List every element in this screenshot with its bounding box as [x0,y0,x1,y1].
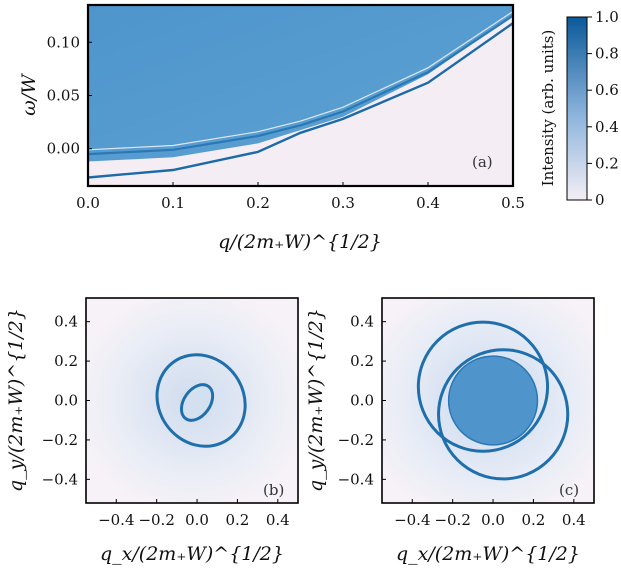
ring-2 [437,348,570,481]
x-tick-label: 0.5 [501,194,525,212]
y-tick-label: −0.2 [338,431,374,449]
colorbar: 1.0 0.8 0.6 0.4 0.2 0 Intensity (arb. units) [539,8,619,209]
colorbar-tick-label: 0.8 [595,45,619,63]
y-tick-label: 0.2 [54,352,78,370]
colorbar-tick-label: 0 [595,191,605,209]
filled-disk [447,355,539,446]
colorbar-tick-label: 0.4 [595,118,619,136]
x-tick-label: −0.2 [138,511,174,529]
x-tick-label: 0.0 [481,511,505,529]
panel-b-tag: (b) [263,481,284,499]
x-tick-label: 0.4 [266,511,290,529]
panel-c-xlabel: q_x/(2m₊W)^{1/2} [396,543,580,565]
panel-b-ylabel: q_y/(2m₊W)^{1/2} [5,308,27,492]
x-tick-label: 0.0 [185,511,209,529]
x-tick-label: 0.4 [562,511,586,529]
continuum-region [88,5,513,162]
panel-c-ticks: −0.4 −0.2 0.0 0.2 0.40.40.20.0−0.2−0.4 [338,313,586,529]
inner-ring [179,383,215,422]
x-tick-label: −0.2 [434,511,470,529]
y-tick-label: 0.0 [350,392,374,410]
panel-a-ylabel: ω/W [18,73,40,116]
panel-c-ylabel: q_y/(2m₊W)^{1/2} [305,308,327,492]
x-tick-label: 0.2 [246,194,270,212]
x-tick-label: 0.4 [416,194,440,212]
ring-1 [416,320,550,453]
colorbar-tick-label: 1.0 [595,8,619,26]
y-tick-label: 0.0 [54,392,78,410]
y-tick-label: 0.4 [54,313,78,331]
y-tick-label: −0.2 [42,431,78,449]
colorbar-tick-label: 0.2 [595,154,619,172]
x-tick-label: 0.2 [225,511,249,529]
x-tick-label: −0.4 [394,511,430,529]
x-tick-label: 0.1 [161,194,185,212]
colorbar-gradient [566,16,588,201]
x-tick-label: 0.2 [521,511,545,529]
panel-b: −0.4 −0.2 0.0 0.2 0.40.40.20.0−0.2−0.4 (b) q… [5,297,299,565]
y-tick-label: 0.2 [350,352,374,370]
panel-a-tag: (a) [472,153,493,171]
panel-c: −0.4 −0.2 0.0 0.2 0.40.40.20.0−0.2−0.4 (c) q… [305,297,595,565]
outer-ring [155,353,247,448]
panel-a-xlabel: q/(2m₊W)^{1/2} [218,231,382,253]
panel-b-ticks: −0.4 −0.2 0.0 0.2 0.40.40.20.0−0.2−0.4 [42,313,290,529]
colorbar-label: Intensity (arb. units) [539,30,557,187]
y-tick-label: 0.00 [47,140,80,158]
y-tick-label: 0.4 [350,313,374,331]
dispersion-branch-1-halo [88,10,513,151]
panel-a-ticks: 0.0 0.1 0.2 0.3 0.4 0.5 0.10 0.05 0.00 [47,33,525,212]
panel-a: 0.0 0.1 0.2 0.3 0.4 0.5 0.10 0.05 0.00 (a) q/(2m… [18,3,525,253]
colorbar-ticks: 1.0 0.8 0.6 0.4 0.2 0 [587,8,619,209]
dispersion-branch-2 [88,22,513,179]
y-tick-label: 0.05 [47,87,80,105]
y-tick-label: 0.10 [47,33,80,51]
colorbar-tick-label: 0.6 [595,81,619,99]
x-tick-label: 0.0 [76,194,100,212]
y-tick-label: −0.4 [338,470,374,488]
x-tick-label: 0.3 [331,194,355,212]
x-tick-label: −0.4 [98,511,134,529]
panel-c-tag: (c) [559,481,579,499]
panel-b-xlabel: q_x/(2m₊W)^{1/2} [100,543,284,565]
y-tick-label: −0.4 [42,470,78,488]
dispersion-branch-1 [88,14,513,156]
